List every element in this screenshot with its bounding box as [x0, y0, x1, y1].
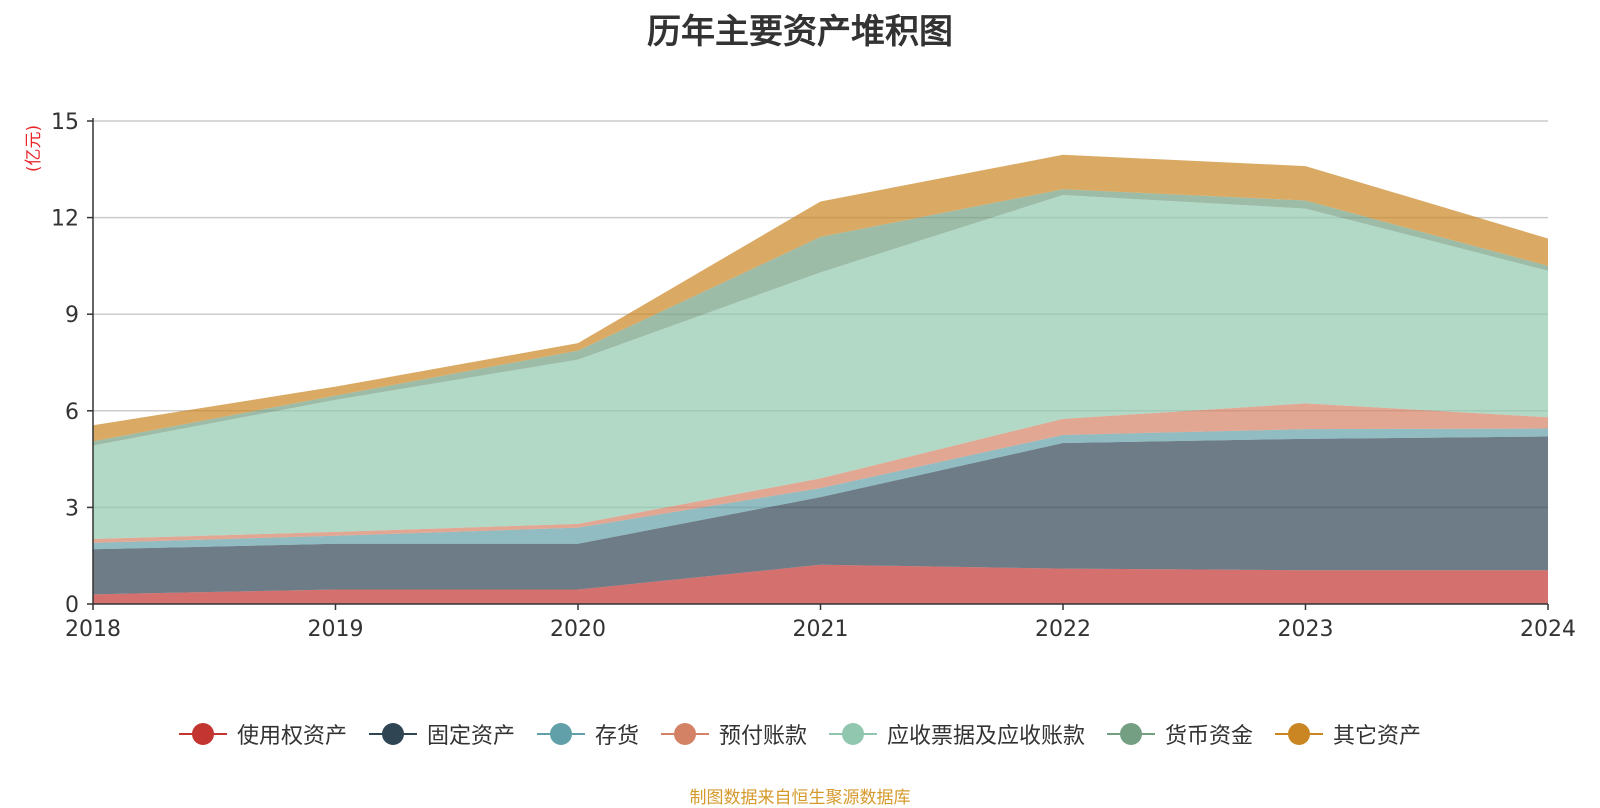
area-series[interactable] — [93, 564, 1548, 604]
legend-label: 货币资金 — [1165, 724, 1254, 749]
legend-item[interactable]: 货币资金 — [1107, 718, 1253, 750]
stacked-areas — [93, 154, 1548, 604]
legend-marker-icon — [536, 722, 585, 746]
y-tick-label: 3 — [65, 496, 79, 521]
legend-label: 固定资产 — [426, 724, 515, 749]
legend-item[interactable]: 固定资产 — [368, 718, 515, 750]
area-series[interactable] — [93, 154, 1548, 442]
legend-item[interactable]: 预付账款 — [660, 718, 807, 750]
x-tick-label: 2018 — [65, 617, 121, 642]
axes: 0 3 6 9 12 15 2018 2019 2020 2021 2022 2023 2024 — [51, 110, 1576, 642]
legend-marker-icon — [1107, 722, 1156, 746]
x-tick-label: 2024 — [1520, 617, 1576, 642]
legend-label: 使用权资产 — [236, 724, 347, 749]
legend-marker-icon — [660, 722, 709, 746]
legend-label: 存货 — [594, 724, 639, 749]
x-tick-label: 2021 — [793, 617, 849, 642]
area-series[interactable] — [93, 436, 1548, 595]
x-tick-label: 2022 — [1035, 617, 1091, 642]
legend-item[interactable]: 应收票据及应收账款 — [829, 718, 1085, 750]
y-tick-label: 12 — [51, 207, 79, 232]
y-axis-unit-label: (亿元) — [24, 124, 45, 172]
area-series[interactable] — [93, 428, 1548, 550]
x-tick-label: 2019 — [308, 617, 364, 642]
x-tick-label: 2023 — [1278, 617, 1334, 642]
legend-marker-icon — [829, 722, 877, 746]
legend-marker-icon — [1275, 722, 1324, 746]
x-tick-label: 2020 — [550, 617, 606, 642]
y-tick-label: 0 — [65, 593, 79, 618]
legend-item[interactable]: 存货 — [536, 718, 639, 750]
y-tick-label: 9 — [65, 303, 79, 328]
legend-label: 其它资产 — [1333, 724, 1422, 749]
y-tick-label: 15 — [51, 110, 79, 135]
legend-item[interactable]: 使用权资产 — [178, 718, 347, 750]
source-note: 制图数据来自恒生聚源数据库 — [689, 788, 911, 808]
legend-label: 应收票据及应收账款 — [887, 724, 1086, 749]
legend-item[interactable]: 其它资产 — [1275, 718, 1421, 750]
legend: 使用权资产 固定资产 存货 预付账款 应收票据及应收账款 货币资金 其它资产 — [0, 718, 1600, 750]
chart-title: 历年主要资产堆积图 — [647, 12, 953, 52]
area-series[interactable] — [93, 403, 1548, 543]
legend-label: 预付账款 — [718, 724, 807, 749]
y-tick-label: 6 — [65, 400, 79, 425]
area-series[interactable] — [93, 189, 1548, 446]
area-series[interactable] — [93, 195, 1548, 539]
legend-marker-icon — [368, 722, 417, 746]
legend-marker-icon — [178, 722, 227, 746]
